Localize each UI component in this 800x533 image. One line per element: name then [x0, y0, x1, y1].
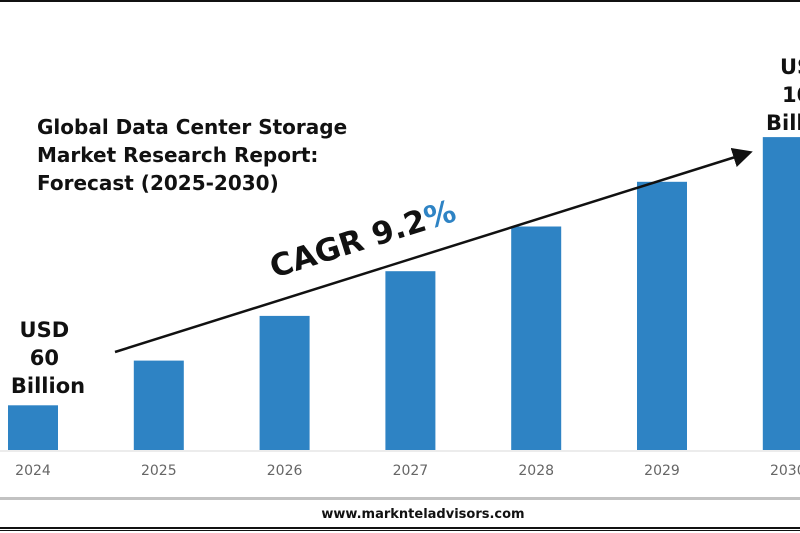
start-label-line: 60	[30, 346, 59, 370]
bar-2029	[637, 181, 687, 451]
end-value-label: US 10 Bill	[766, 55, 800, 135]
bar-2026	[259, 315, 310, 450]
bar-2027	[385, 271, 436, 450]
x-tick-label: 2027	[393, 463, 429, 479]
x-tick-label: 2028	[518, 463, 554, 479]
bar-2028	[511, 226, 562, 450]
x-tick-label: 2024	[15, 463, 51, 479]
end-label-line: Bill	[766, 111, 800, 135]
x-tick-label: 2025	[141, 463, 177, 479]
x-tick-label: 2029	[644, 463, 680, 479]
title-line-3: Forecast (2025-2030)	[37, 171, 279, 195]
start-label-line: Billion	[11, 374, 85, 398]
bottom-border-inner	[0, 530, 800, 531]
title-line-2: Market Research Report:	[37, 143, 318, 167]
bar-2025	[133, 360, 184, 450]
start-value-label: USD 60 Billion	[11, 318, 85, 398]
bar-2024	[8, 405, 58, 450]
top-border	[0, 0, 800, 2]
end-label-line: 10	[782, 83, 800, 107]
start-label-line: USD	[20, 318, 70, 342]
title-line-1: Global Data Center Storage	[37, 115, 347, 139]
chart-title: Global Data Center Storage Market Resear…	[37, 115, 354, 195]
x-tick-label: 2030	[770, 463, 800, 479]
x-tick-label: 2026	[267, 463, 303, 479]
footer-separator	[0, 497, 800, 500]
growth-arrow	[114, 147, 753, 354]
bottom-border	[0, 527, 800, 529]
end-label-line: US	[780, 55, 800, 79]
website-url: www.marknteladvisors.com	[321, 507, 524, 522]
bar-2030	[762, 137, 800, 450]
